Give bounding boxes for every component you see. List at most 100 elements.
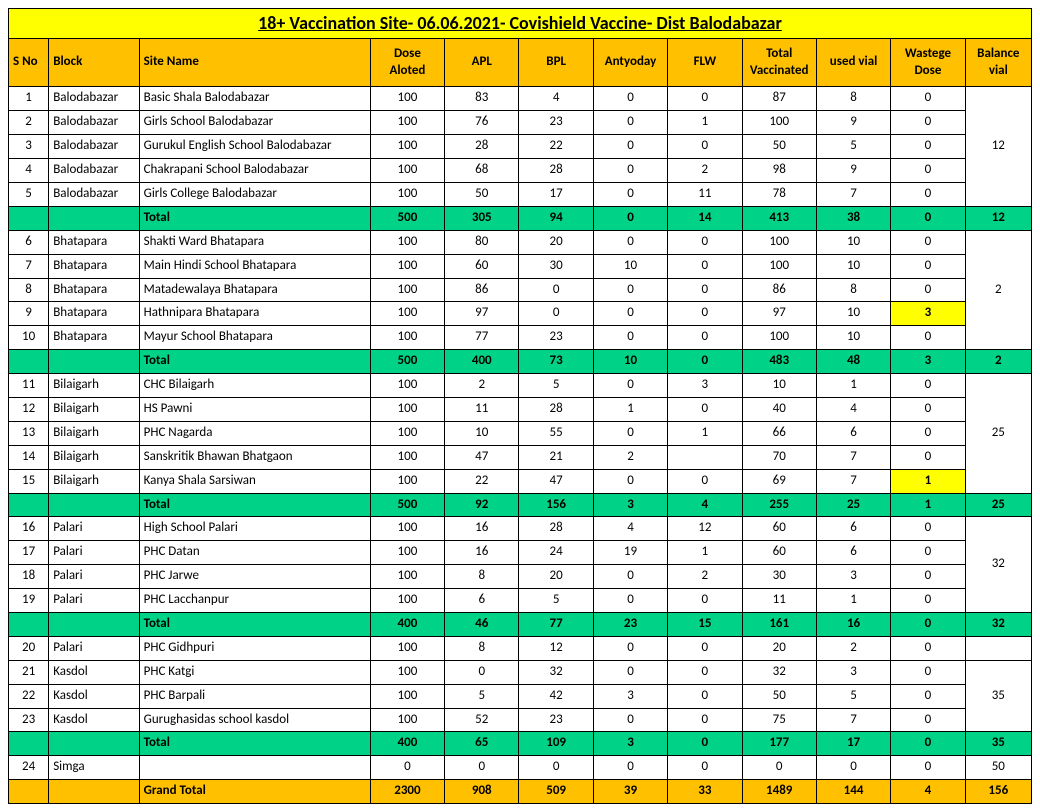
cell-site: Main Hindi School Bhatapara — [139, 254, 370, 278]
subtotal-bal: 25 — [965, 493, 1031, 517]
cell-apl: 0 — [445, 756, 519, 780]
cell-total-vacc: 98 — [742, 159, 816, 183]
subtotal-bpl: 156 — [519, 493, 593, 517]
cell-flw: 0 — [668, 230, 742, 254]
cell-antyoday: 0 — [593, 565, 667, 589]
cell-block: Palari — [49, 636, 139, 660]
cell-site: Sanskritik Bhawan Bhatgaon — [139, 445, 370, 469]
subtotal-bpl: 73 — [519, 350, 593, 374]
cell-site: Basic Shala Balodabazar — [139, 87, 370, 111]
subtotal-flw: 14 — [668, 206, 742, 230]
cell-apl: 50 — [445, 182, 519, 206]
cell-used-vial: 7 — [816, 708, 890, 732]
cell-bpl: 20 — [519, 565, 593, 589]
cell-wastage: 0 — [891, 374, 965, 398]
col-header: APL — [445, 39, 519, 87]
cell-flw: 0 — [668, 660, 742, 684]
cell-bpl: 12 — [519, 636, 593, 660]
cell-block: Palari — [49, 541, 139, 565]
cell-dose: 100 — [370, 135, 444, 159]
cell-apl: 86 — [445, 278, 519, 302]
cell-sno: 1 — [9, 87, 49, 111]
cell-site: HS Pawni — [139, 397, 370, 421]
cell-wastage: 0 — [891, 159, 965, 183]
cell-sno: 8 — [9, 278, 49, 302]
cell-apl: 60 — [445, 254, 519, 278]
cell-antyoday: 0 — [593, 708, 667, 732]
cell-site: Gurughasidas school kasdol — [139, 708, 370, 732]
cell-used-vial: 8 — [816, 278, 890, 302]
cell-block: Bhatapara — [49, 278, 139, 302]
subtotal-wast: 0 — [891, 206, 965, 230]
subtotal-vial: 16 — [816, 612, 890, 636]
cell-antyoday: 4 — [593, 517, 667, 541]
cell-sno: 17 — [9, 541, 49, 565]
cell-bpl: 0 — [519, 302, 593, 326]
cell-flw: 0 — [668, 708, 742, 732]
subtotal-row: Total500400731004834832 — [9, 350, 1032, 374]
cell-used-vial: 9 — [816, 111, 890, 135]
cell-wastage: 1 — [891, 469, 965, 493]
cell-site — [139, 756, 370, 780]
subtotal-ant: 3 — [593, 493, 667, 517]
cell-apl: 16 — [445, 517, 519, 541]
cell-block: Bilaigarh — [49, 421, 139, 445]
grand-dose: 2300 — [370, 780, 444, 804]
subtotal-wast: 0 — [891, 612, 965, 636]
cell-used-vial: 10 — [816, 326, 890, 350]
subtotal-tot: 177 — [742, 732, 816, 756]
cell-antyoday: 0 — [593, 326, 667, 350]
cell-flw: 3 — [668, 374, 742, 398]
vaccination-table: 18+ Vaccination Site- 06.06.2021- Covish… — [8, 8, 1032, 804]
cell-sno: 14 — [9, 445, 49, 469]
cell-apl: 5 — [445, 684, 519, 708]
table-row: 1BalodabazarBasic Shala Balodabazar10083… — [9, 87, 1032, 111]
cell-bpl: 5 — [519, 374, 593, 398]
grand-flw: 33 — [668, 780, 742, 804]
cell-site: Girls College Balodabazar — [139, 182, 370, 206]
cell-sno: 11 — [9, 374, 49, 398]
cell-wastage: 0 — [891, 278, 965, 302]
cell-flw: 1 — [668, 111, 742, 135]
cell-bpl: 23 — [519, 326, 593, 350]
cell-total-vacc: 87 — [742, 87, 816, 111]
page-title: 18+ Vaccination Site- 06.06.2021- Covish… — [9, 9, 1032, 39]
cell-antyoday: 0 — [593, 278, 667, 302]
cell-bpl: 28 — [519, 397, 593, 421]
cell-wastage: 0 — [891, 708, 965, 732]
subtotal-tot: 161 — [742, 612, 816, 636]
cell-tot: 0 — [742, 756, 816, 780]
subtotal-wast: 3 — [891, 350, 965, 374]
table-row: 13BilaigarhPHC Nagarda1001055016660 — [9, 421, 1032, 445]
cell-wastage: 0 — [891, 589, 965, 613]
cell-total-vacc: 32 — [742, 660, 816, 684]
cell-apl: 10 — [445, 421, 519, 445]
subtotal-bal: 32 — [965, 612, 1031, 636]
cell-dose: 100 — [370, 254, 444, 278]
cell-flw: 2 — [668, 159, 742, 183]
cell-dose: 100 — [370, 565, 444, 589]
grand-apl: 908 — [445, 780, 519, 804]
cell-dose: 100 — [370, 421, 444, 445]
subtotal-dose: 400 — [370, 612, 444, 636]
subtotal-dose: 500 — [370, 493, 444, 517]
cell-block: Kasdol — [49, 684, 139, 708]
cell-antyoday: 0 — [593, 374, 667, 398]
cell-flw: 0 — [668, 254, 742, 278]
subtotal-vial: 38 — [816, 206, 890, 230]
cell-site: Mayur School Bhatapara — [139, 326, 370, 350]
cell-used-vial: 3 — [816, 660, 890, 684]
subtotal-bpl: 94 — [519, 206, 593, 230]
cell-dose: 100 — [370, 541, 444, 565]
subtotal-vial: 48 — [816, 350, 890, 374]
cell-dose: 100 — [370, 111, 444, 135]
cell-used-vial: 5 — [816, 684, 890, 708]
cell-wastage: 0 — [891, 541, 965, 565]
cell-wastage: 0 — [891, 87, 965, 111]
subtotal-apl: 65 — [445, 732, 519, 756]
cell-block: Balodabazar — [49, 159, 139, 183]
cell-wastage: 0 — [891, 111, 965, 135]
cell-antyoday: 0 — [593, 159, 667, 183]
subtotal-ant: 0 — [593, 206, 667, 230]
cell-apl: 8 — [445, 636, 519, 660]
